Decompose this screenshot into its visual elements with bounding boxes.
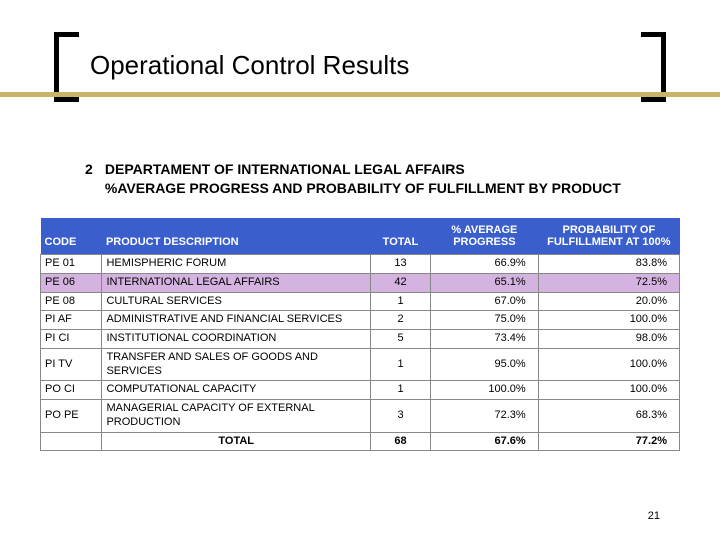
cell-total: 68: [370, 432, 430, 451]
cell-total-label: TOTAL: [102, 432, 371, 451]
cell-probability: 100.0%: [538, 311, 679, 330]
cell-desc: TRANSFER AND SALES OF GOODS AND SERVICES: [102, 348, 371, 381]
cell-probability: 98.0%: [538, 330, 679, 349]
cell-total: 42: [370, 273, 430, 292]
section-number: 2: [85, 160, 101, 179]
cell-probability: 100.0%: [538, 348, 679, 381]
cell-total: 13: [370, 255, 430, 274]
page-title: Operational Control Results: [90, 50, 409, 81]
cell-progress: 73.4%: [431, 330, 539, 349]
title-underline: [0, 92, 720, 97]
table-total-row: TOTAL6867.6%77.2%: [41, 432, 680, 451]
cell-desc: COMPUTATIONAL CAPACITY: [102, 381, 371, 400]
cell-progress: 95.0%: [431, 348, 539, 381]
col-code: CODE: [41, 218, 102, 255]
cell-code: PI TV: [41, 348, 102, 381]
cell-probability: 77.2%: [538, 432, 679, 451]
cell-desc: HEMISPHERIC FORUM: [102, 255, 371, 274]
section-line1: DEPARTAMENT OF INTERNATIONAL LEGAL AFFAI…: [105, 161, 465, 177]
cell-code: PO PE: [41, 400, 102, 433]
cell-probability: 72.5%: [538, 273, 679, 292]
results-table: CODE PRODUCT DESCRIPTION TOTAL % AVERAGE…: [40, 218, 680, 451]
cell-progress: 65.1%: [431, 273, 539, 292]
cell-progress: 75.0%: [431, 311, 539, 330]
cell-total: 1: [370, 348, 430, 381]
cell-desc: ADMINISTRATIVE AND FINANCIAL SERVICES: [102, 311, 371, 330]
col-desc: PRODUCT DESCRIPTION: [102, 218, 371, 255]
table-row: PO PEMANAGERIAL CAPACITY OF EXTERNAL PRO…: [41, 400, 680, 433]
section-heading: 2 DEPARTAMENT OF INTERNATIONAL LEGAL AFF…: [85, 160, 621, 198]
col-total: TOTAL: [370, 218, 430, 255]
page-number: 21: [648, 510, 660, 522]
cell-total: 1: [370, 292, 430, 311]
cell-progress: 67.0%: [431, 292, 539, 311]
cell-progress: 67.6%: [431, 432, 539, 451]
cell-total: 3: [370, 400, 430, 433]
cell-probability: 20.0%: [538, 292, 679, 311]
cell-total: 2: [370, 311, 430, 330]
cell-code: PI AF: [41, 311, 102, 330]
cell-probability: 100.0%: [538, 381, 679, 400]
cell-code: PE 01: [41, 255, 102, 274]
cell-code: PE 06: [41, 273, 102, 292]
cell-code: PI CI: [41, 330, 102, 349]
table-row: PI TVTRANSFER AND SALES OF GOODS AND SER…: [41, 348, 680, 381]
cell-desc: CULTURAL SERVICES: [102, 292, 371, 311]
cell-probability: 83.8%: [538, 255, 679, 274]
cell-code: PO CI: [41, 381, 102, 400]
table-row: PE 01HEMISPHERIC FORUM1366.9%83.8%: [41, 255, 680, 274]
cell-progress: 72.3%: [431, 400, 539, 433]
table-row: PI AFADMINISTRATIVE AND FINANCIAL SERVIC…: [41, 311, 680, 330]
cell-total: 1: [370, 381, 430, 400]
cell-desc: INTERNATIONAL LEGAL AFFAIRS: [102, 273, 371, 292]
table-row: PO CICOMPUTATIONAL CAPACITY1100.0%100.0%: [41, 381, 680, 400]
col-probability: PROBABILITY OF FULFILLMENT AT 100%: [538, 218, 679, 255]
section-indent: [85, 179, 101, 198]
cell-desc: MANAGERIAL CAPACITY OF EXTERNAL PRODUCTI…: [102, 400, 371, 433]
cell-code: PE 08: [41, 292, 102, 311]
table-row: PI CIINSTITUTIONAL COORDINATION573.4%98.…: [41, 330, 680, 349]
cell-total: 5: [370, 330, 430, 349]
table-row: PE 08CULTURAL SERVICES167.0%20.0%: [41, 292, 680, 311]
cell-probability: 68.3%: [538, 400, 679, 433]
cell-code: [41, 432, 102, 451]
table-row: PE 06INTERNATIONAL LEGAL AFFAIRS4265.1%7…: [41, 273, 680, 292]
section-line2: %AVERAGE PROGRESS AND PROBABILITY OF FUL…: [105, 180, 621, 196]
cell-desc: INSTITUTIONAL COORDINATION: [102, 330, 371, 349]
col-progress: % AVERAGE PROGRESS: [431, 218, 539, 255]
cell-progress: 66.9%: [431, 255, 539, 274]
table-header-row: CODE PRODUCT DESCRIPTION TOTAL % AVERAGE…: [41, 218, 680, 255]
cell-progress: 100.0%: [431, 381, 539, 400]
